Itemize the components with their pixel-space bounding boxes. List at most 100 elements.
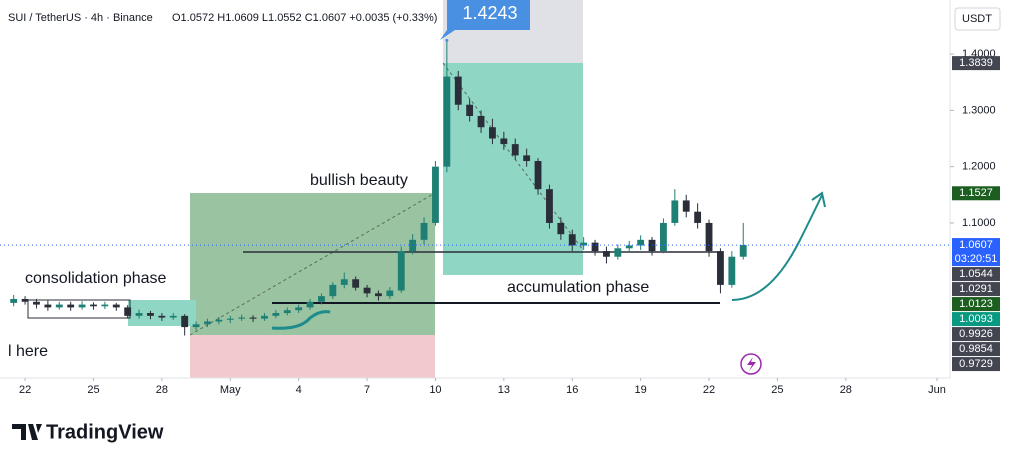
countdown: 03:20:51 bbox=[955, 253, 998, 265]
price-tag-label: 1.0607 bbox=[959, 239, 993, 251]
candle-body bbox=[33, 301, 40, 305]
price-tag bbox=[952, 267, 1000, 282]
candle-body bbox=[192, 324, 200, 328]
candle-body bbox=[705, 222, 713, 252]
candle-body bbox=[454, 76, 462, 105]
candle-body bbox=[386, 290, 394, 297]
plot bbox=[10, 40, 747, 336]
event-icon-bolt bbox=[747, 357, 756, 371]
x-tick-label: 4 bbox=[296, 384, 302, 396]
price-tag-label: 1.0093 bbox=[959, 313, 993, 325]
price-tag bbox=[952, 297, 1000, 312]
candle-body bbox=[614, 248, 622, 257]
candle-body bbox=[55, 304, 63, 308]
candle-body bbox=[739, 245, 747, 257]
arrow-head bbox=[811, 191, 826, 208]
candle-body bbox=[637, 239, 645, 246]
currency-badge[interactable] bbox=[954, 7, 1001, 31]
x-tick-label: 28 bbox=[156, 384, 168, 396]
candle-body bbox=[352, 279, 360, 288]
candle-body bbox=[101, 304, 109, 307]
price-tag bbox=[952, 282, 1000, 297]
x-tick-label: 25 bbox=[87, 384, 99, 396]
candle-body bbox=[226, 318, 234, 320]
candle-body bbox=[363, 287, 371, 294]
candle-body bbox=[694, 211, 702, 223]
candle-body bbox=[158, 315, 166, 318]
candle-body bbox=[534, 161, 542, 190]
x-tick-label: May bbox=[220, 384, 241, 396]
price-tag bbox=[952, 186, 1000, 201]
range-box-down bbox=[190, 335, 435, 378]
price-tag-label: 1.0123 bbox=[959, 298, 993, 310]
candle-body bbox=[340, 279, 348, 285]
x-tick-label: 7 bbox=[364, 384, 370, 396]
price-tag bbox=[952, 357, 1000, 372]
x-tick-label: 25 bbox=[771, 384, 783, 396]
x-tick-label: 28 bbox=[840, 384, 852, 396]
candle-body bbox=[728, 256, 736, 285]
event-icon[interactable] bbox=[740, 353, 762, 375]
x-tick-label: 16 bbox=[566, 384, 578, 396]
trend-line bbox=[189, 192, 436, 336]
price-tag-label: 0.9729 bbox=[959, 358, 993, 370]
candle-body bbox=[477, 115, 485, 128]
ohlc-header: O1.0572 H1.0609 L1.0552 C1.0607 +0.0035 … bbox=[172, 12, 437, 24]
price-tag-label: 1.0291 bbox=[959, 283, 993, 295]
candle-body bbox=[397, 251, 405, 291]
annotation: l here bbox=[8, 343, 48, 360]
candle-body bbox=[511, 144, 519, 156]
candle-body bbox=[295, 307, 303, 311]
candle-body bbox=[90, 304, 97, 307]
candle-body bbox=[375, 293, 382, 297]
price-tag bbox=[952, 56, 1000, 71]
candle-body bbox=[523, 155, 531, 162]
price-tag bbox=[952, 238, 1000, 267]
candle-body bbox=[557, 222, 565, 235]
candle-body bbox=[660, 222, 667, 252]
candle-body bbox=[112, 304, 120, 308]
callout-point bbox=[445, 38, 449, 42]
price-tag-label: 1.0544 bbox=[959, 268, 993, 280]
candle-body bbox=[443, 76, 451, 167]
price-tag-label: 1.1527 bbox=[959, 187, 993, 199]
price-tag bbox=[952, 342, 1000, 357]
candle-body bbox=[124, 307, 132, 316]
candle-body bbox=[603, 251, 610, 257]
candle-body bbox=[432, 166, 439, 223]
candle-body bbox=[568, 234, 576, 246]
x-tick-label: 13 bbox=[498, 384, 510, 396]
curve bbox=[271, 310, 331, 330]
brand: TradingView bbox=[46, 421, 164, 443]
brand-logo bbox=[12, 424, 42, 440]
candle-body bbox=[500, 138, 508, 145]
annotation: consolidation phase bbox=[25, 270, 167, 287]
x-tick-label: 22 bbox=[703, 384, 715, 396]
candle-body bbox=[591, 242, 599, 252]
candle-body bbox=[682, 200, 690, 212]
candle-body bbox=[306, 301, 314, 308]
candle-body bbox=[717, 251, 724, 285]
price-tag-label: 1.3839 bbox=[959, 57, 993, 69]
x-tick-label: 22 bbox=[19, 384, 31, 396]
candle-body bbox=[135, 313, 143, 316]
callout: 1.4243 bbox=[462, 3, 517, 23]
candle-body bbox=[78, 304, 86, 308]
arrow bbox=[731, 194, 823, 301]
candle-body bbox=[215, 319, 223, 322]
candle-body bbox=[204, 321, 211, 325]
x-tick-label: 19 bbox=[635, 384, 647, 396]
candle-body bbox=[272, 313, 280, 316]
candle-body bbox=[169, 315, 177, 318]
candle-body bbox=[329, 284, 337, 297]
candle-body bbox=[261, 315, 268, 319]
x-tick-label: Jun bbox=[928, 384, 946, 396]
candle-body bbox=[546, 189, 553, 223]
candle-body bbox=[21, 298, 29, 302]
trend-line bbox=[442, 62, 584, 251]
price-tag bbox=[952, 327, 1000, 342]
candle-body bbox=[580, 242, 588, 246]
callout-bg bbox=[440, 0, 530, 40]
candle-body bbox=[283, 310, 291, 314]
price-tag-label: 0.9854 bbox=[959, 343, 993, 355]
